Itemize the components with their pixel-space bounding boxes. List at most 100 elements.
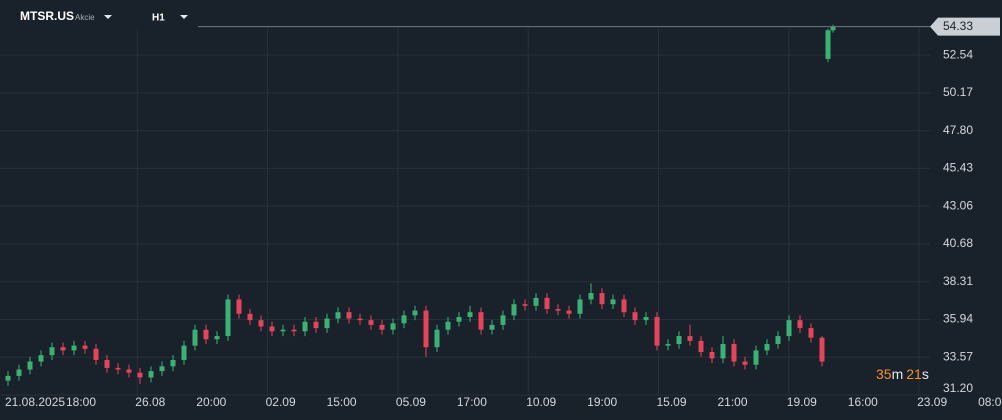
x-tick-label: 19:00 xyxy=(587,395,617,409)
candle-body xyxy=(665,344,671,346)
candle-body xyxy=(434,329,440,348)
candle-body xyxy=(170,359,176,367)
y-tick-label: 35.94 xyxy=(943,312,973,326)
candle-body xyxy=(291,329,297,332)
y-tick-label: 40.68 xyxy=(943,236,973,250)
candle-body xyxy=(610,299,616,305)
candle-body xyxy=(379,324,385,330)
candle-body xyxy=(643,316,649,321)
candle-body xyxy=(500,315,506,325)
candle-body xyxy=(401,315,407,324)
candle-body xyxy=(423,310,429,348)
candle-body xyxy=(302,321,308,332)
candle-body xyxy=(731,344,737,362)
timeframe[interactable]: H1 xyxy=(152,13,165,24)
candle-body xyxy=(830,26,836,31)
x-tick-label: 17:00 xyxy=(457,395,487,409)
candle-body xyxy=(82,345,88,349)
candle-body xyxy=(324,318,330,329)
asset-type: Akcie xyxy=(75,13,95,22)
candle-body xyxy=(192,329,198,346)
candle-body xyxy=(137,372,143,378)
candle-body xyxy=(5,375,11,381)
candle-body xyxy=(467,312,473,317)
candle-body xyxy=(533,297,539,306)
y-tick-label: 33.57 xyxy=(943,349,973,363)
candle-body xyxy=(27,361,33,370)
candle-body xyxy=(93,348,99,360)
x-tick-label: 16:00 xyxy=(848,395,878,409)
candle-body xyxy=(511,304,517,316)
candle-body xyxy=(280,329,286,332)
axes: 21.08.2025 18:00 26.08 20:00 02.09 15:00 05.09… xyxy=(5,17,1002,409)
candle-body xyxy=(159,366,165,372)
candle-body xyxy=(676,336,682,345)
candle-body xyxy=(313,321,319,329)
x-tick-label: 05.09 xyxy=(396,395,426,409)
candle-body xyxy=(687,336,693,341)
candle-body xyxy=(489,324,495,330)
countdown-seconds: 21 xyxy=(906,366,922,382)
candle-body xyxy=(720,344,726,359)
x-tick-label: 15:00 xyxy=(327,395,357,409)
candle-body xyxy=(577,299,583,314)
candle-body xyxy=(236,299,242,314)
candle-body xyxy=(445,321,451,330)
candle-body xyxy=(258,320,264,327)
x-tick-label: 20:00 xyxy=(196,395,226,409)
x-tick-label: 23.09 xyxy=(917,395,947,409)
symbol[interactable]: MTSR.US xyxy=(20,9,74,23)
candle-body xyxy=(335,312,341,319)
candle-body xyxy=(764,344,770,351)
candle-body xyxy=(775,336,781,345)
countdown: 35m 21s xyxy=(876,366,929,382)
timeframe-dropdown[interactable] xyxy=(180,15,188,19)
candle-body xyxy=(819,337,825,362)
candle-body xyxy=(71,345,77,351)
candle-body xyxy=(247,313,253,321)
candle-body xyxy=(104,359,110,368)
y-tick-label: 38.31 xyxy=(943,274,973,288)
candle-body xyxy=(346,312,352,319)
x-tick-label: 21:00 xyxy=(717,395,747,409)
candle-body xyxy=(522,304,528,306)
countdown-minutes: 35 xyxy=(876,366,892,382)
x-tick-label: 21.08.2025 xyxy=(5,395,65,409)
candle-body xyxy=(588,293,594,300)
candle-body xyxy=(698,340,704,352)
candle-body xyxy=(49,347,55,356)
candle-body xyxy=(225,299,231,337)
candle-body xyxy=(544,297,550,309)
y-tick-label: 47.80 xyxy=(943,123,973,137)
candle-body xyxy=(632,312,638,321)
candle-body xyxy=(555,308,561,311)
candle-body xyxy=(709,351,715,359)
candle-body xyxy=(825,30,831,59)
x-tick-label: 26.08 xyxy=(135,395,165,409)
x-tick-label: 08:00 xyxy=(978,395,1002,409)
y-tick-label: 43.06 xyxy=(943,198,973,212)
candle-body xyxy=(478,312,484,330)
y-tick-label: 52.54 xyxy=(943,47,973,61)
candle-body xyxy=(753,350,759,365)
x-tick-label: 15.09 xyxy=(657,395,687,409)
candle-body xyxy=(742,361,748,365)
symbol-dropdown[interactable] xyxy=(104,15,112,19)
candle-body xyxy=(368,320,374,325)
countdown-unit: m xyxy=(892,366,904,382)
candles xyxy=(5,24,836,386)
candle-body xyxy=(269,326,275,332)
candle-body xyxy=(148,371,154,378)
x-tick-label: 19.09 xyxy=(787,395,817,409)
candle-body xyxy=(214,336,220,340)
candle-body xyxy=(786,320,792,337)
candle-body xyxy=(60,347,66,351)
candle-body xyxy=(456,316,462,322)
x-tick-label: 02.09 xyxy=(266,395,296,409)
last-price-label: 54.33 xyxy=(943,19,973,33)
y-tick-label: 50.17 xyxy=(943,85,973,99)
candle-body xyxy=(16,369,22,376)
